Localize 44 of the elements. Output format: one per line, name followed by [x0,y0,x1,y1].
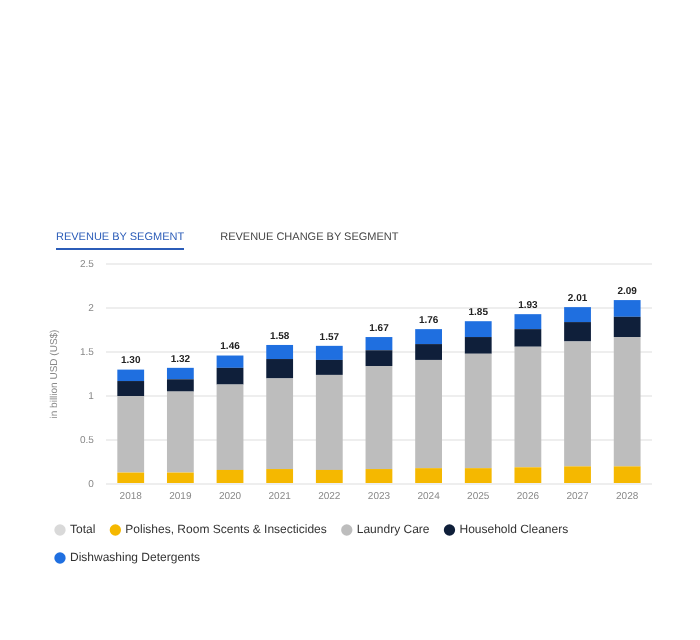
bar [315,359,343,375]
bar [415,344,442,360]
bar [415,359,442,469]
bar [464,337,492,354]
bar [514,329,542,347]
bar [613,466,641,483]
bar [315,345,343,360]
bar [564,466,591,483]
bar [365,366,393,470]
bar [613,300,641,317]
bar [166,472,194,483]
bar [415,329,442,345]
bar [514,346,542,468]
bar [117,381,145,396]
bar [315,469,343,483]
bar [266,359,294,379]
bar [564,307,591,323]
bar [216,355,244,368]
bar [166,379,194,392]
bar [266,378,294,470]
bar [117,369,145,382]
bar [514,314,542,330]
bar [266,344,294,360]
bar [266,469,294,483]
bar [415,468,442,483]
bar [315,374,343,470]
bar [564,341,591,467]
bar [117,396,145,473]
bar [564,322,591,342]
bar [117,472,145,483]
bar [166,367,194,380]
bar [613,316,641,338]
bar [216,367,244,385]
bar [216,469,244,483]
bar [365,337,393,351]
bar [464,468,492,483]
bar [464,353,492,469]
bar [613,337,641,467]
bar [464,321,492,338]
bar [365,469,393,483]
bar [514,467,542,483]
bar [166,391,194,473]
bar [216,384,244,470]
bar [365,350,393,367]
